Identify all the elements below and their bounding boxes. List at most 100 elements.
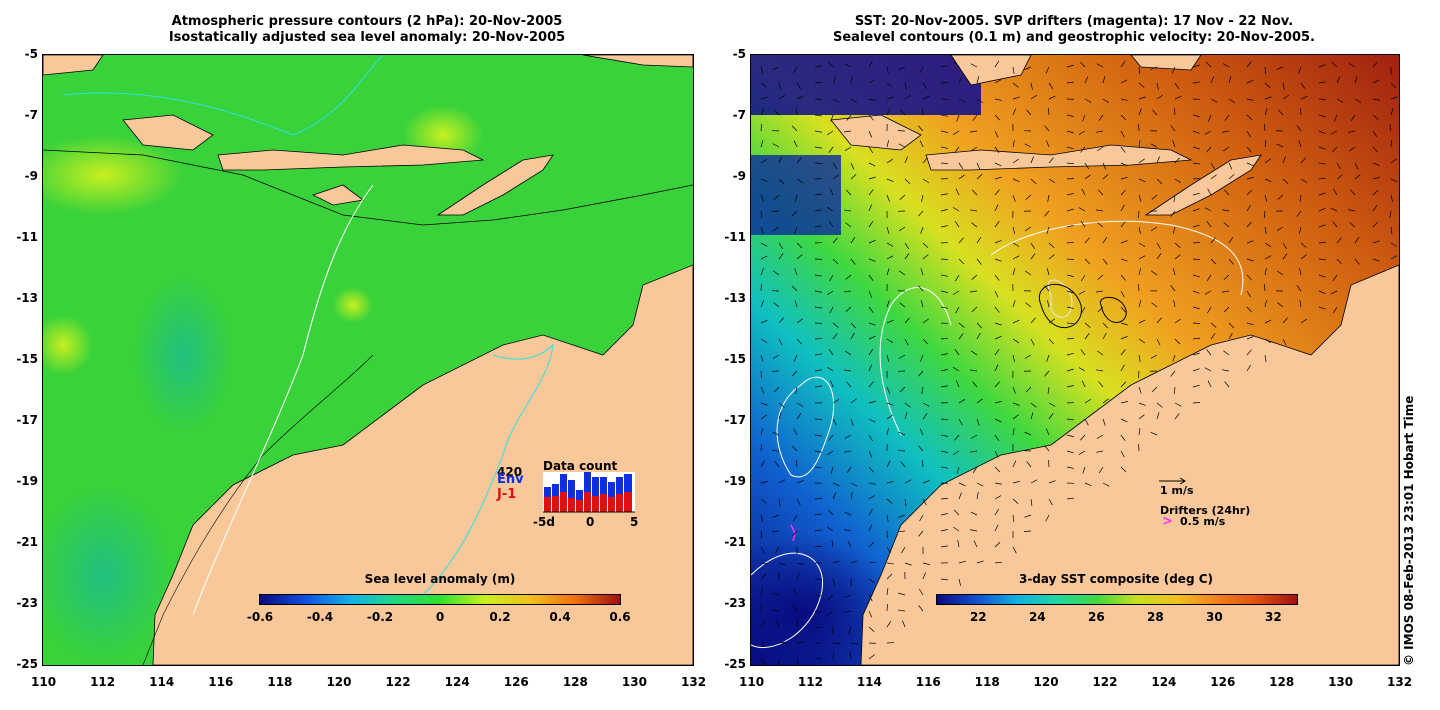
velocity-vector [1210, 98, 1218, 103]
data-count-tick-end: 5 [630, 515, 639, 529]
velocity-vector [1024, 66, 1032, 70]
velocity-vector [868, 240, 876, 244]
copyright-notice: © IMOS 08-Feb-2013 23:01 Hobart Time [1402, 395, 1416, 666]
drifter-arrow-icon: > [1162, 514, 1173, 529]
velocity-vector [1156, 94, 1164, 100]
velocity-vector [1333, 188, 1338, 196]
pressure-contour [43, 149, 693, 226]
velocity-vector [899, 270, 906, 276]
velocity-vector [1024, 143, 1032, 148]
velocity-vector [778, 498, 781, 506]
velocity-vector [1192, 224, 1200, 228]
velocity-vector [814, 82, 823, 84]
velocity-vector [1318, 258, 1326, 261]
velocity-vector [956, 466, 960, 474]
velocity-vector [976, 418, 980, 426]
velocity-vector [1222, 209, 1230, 212]
velocity-vector [1066, 64, 1074, 68]
velocity-vector [940, 434, 948, 437]
velocity-vector [955, 274, 960, 282]
velocity-vector [1081, 306, 1086, 314]
velocity-vector [1120, 114, 1127, 121]
velocity-vector [994, 495, 1002, 500]
velocity-vector [826, 206, 834, 212]
velocity-vector [886, 82, 893, 88]
velocity-vector [1066, 306, 1074, 309]
velocity-vector [994, 221, 1000, 228]
velocity-vector [777, 658, 780, 665]
velocity-vector [1336, 162, 1341, 170]
anomaly-low-2 [133, 275, 233, 435]
velocity-vector [1170, 125, 1176, 132]
velocity-vector [1210, 76, 1215, 84]
velocity-vector [1372, 146, 1378, 153]
velocity-vector [1246, 240, 1254, 244]
velocity-vector [796, 572, 800, 580]
velocity-vector [957, 540, 960, 548]
velocity-vector [1192, 114, 1200, 118]
velocity-vector [1097, 222, 1104, 228]
velocity-vector [1120, 61, 1126, 68]
velocity-vector [1318, 114, 1326, 118]
velocity-vector [1192, 306, 1200, 310]
velocity-vector [1210, 174, 1217, 180]
velocity-vector [940, 162, 949, 164]
velocity-vector [773, 270, 780, 276]
velocity-vector [1030, 94, 1038, 100]
velocity-vector [773, 302, 780, 308]
velocity-vector [922, 95, 930, 100]
velocity-vector [902, 620, 906, 628]
velocity-vector [1296, 125, 1302, 132]
velocity-vector [778, 317, 784, 324]
velocity-vector [904, 156, 908, 164]
velocity-vector [1192, 258, 1200, 261]
velocity-vector [814, 610, 822, 613]
velocity-vector [904, 82, 907, 90]
velocity-vector [796, 402, 804, 407]
velocity-vector [922, 413, 928, 420]
velocity-vector [868, 578, 875, 584]
velocity-vector [1025, 194, 1032, 200]
velocity-vector [868, 626, 875, 632]
velocity-vector [814, 578, 823, 581]
velocity-vector [1025, 302, 1032, 308]
velocity-vector [1174, 413, 1180, 420]
velocity-vector [1390, 108, 1394, 116]
velocity-vector [760, 66, 763, 74]
velocity-vector [1084, 76, 1089, 84]
velocity-vector [958, 98, 966, 103]
sealevel-contour-1 [776, 376, 835, 478]
sst-colorbar-tick: 32 [1265, 610, 1282, 624]
velocity-vector [897, 530, 906, 533]
velocity-vector [1390, 139, 1392, 148]
velocity-vector [1174, 178, 1182, 183]
velocity-vector [814, 306, 822, 309]
velocity-vector [774, 461, 780, 468]
velocity-vector [1246, 290, 1251, 298]
right-lon-tick: 124 [1151, 675, 1177, 689]
velocity-vector [844, 434, 852, 439]
velocity-vector [828, 146, 834, 153]
velocity-vector [1224, 189, 1230, 196]
velocity-vector [1246, 322, 1254, 326]
velocity-vector [760, 140, 764, 148]
velocity-vector [760, 460, 765, 468]
velocity-vector [994, 508, 1000, 516]
velocity-vector [1012, 300, 1016, 308]
velocity-vector [955, 188, 960, 196]
velocity-vector [1296, 210, 1302, 217]
velocity-vector [1030, 82, 1033, 90]
velocity-vector [760, 621, 766, 628]
velocity-vector [1098, 466, 1104, 474]
velocity-vector [976, 174, 983, 180]
velocity-vector [899, 302, 906, 308]
velocity-vector [1151, 302, 1158, 308]
velocity-vector [1173, 194, 1176, 202]
velocity-vector [994, 418, 1002, 423]
velocity-vector [791, 210, 798, 217]
velocity-vector [994, 335, 1002, 340]
velocity-vector [1025, 386, 1032, 393]
velocity-vector [772, 66, 780, 71]
velocity-vector [1264, 319, 1272, 324]
sealevel-contour-3 [990, 220, 1244, 296]
